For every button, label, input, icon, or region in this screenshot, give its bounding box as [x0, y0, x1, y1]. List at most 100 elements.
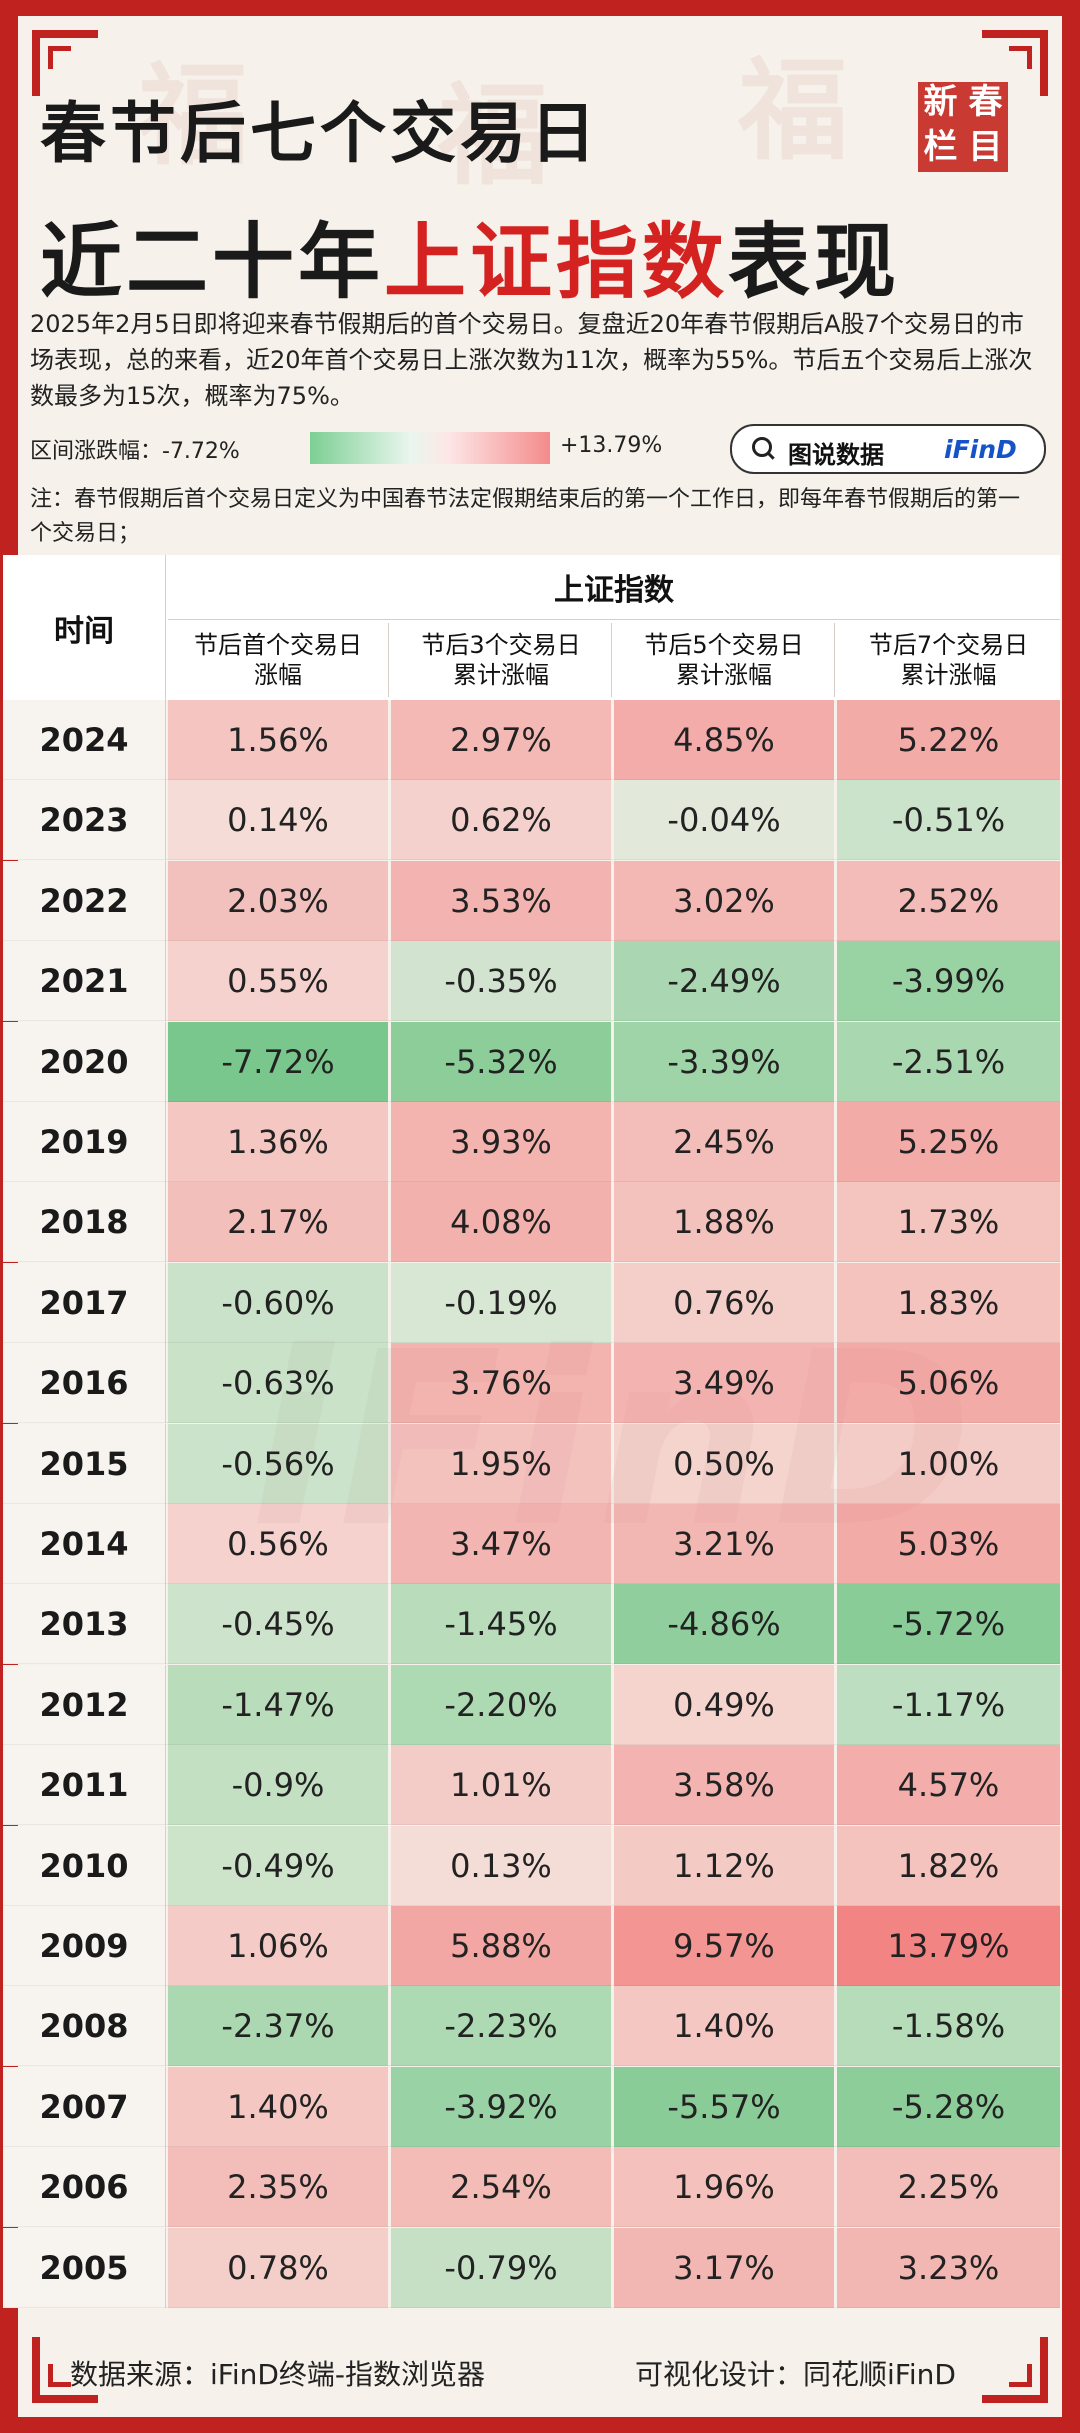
table-row: 2010 -0.49% 0.13% 1.12% 1.82%	[3, 1825, 1060, 1906]
decor-glyph: 福	[138, 51, 248, 180]
year-cell: 2015	[3, 1423, 166, 1504]
year-cell: 2016	[3, 1343, 166, 1424]
value-cell: 0.14%	[168, 780, 388, 861]
value-cell: 9.57%	[614, 1906, 834, 1986]
value-cell: 3.58%	[614, 1745, 834, 1826]
corner-ornament	[32, 2337, 98, 2403]
row-divider	[3, 1181, 1060, 1182]
year-cell: 2023	[3, 780, 166, 861]
value-cell: 1.82%	[837, 1825, 1060, 1906]
year-cell: 2006	[3, 2147, 166, 2228]
new-spring-stamp: 新 春 栏 目	[918, 82, 1008, 172]
value-cell: -2.20%	[391, 1664, 611, 1745]
table-row: 2009 1.06% 5.88% 9.57% 13.79%	[3, 1906, 1060, 1986]
stamp-char: 新	[923, 82, 958, 122]
value-cell: 2.52%	[837, 860, 1060, 941]
decor-glyph: 福	[738, 46, 848, 175]
value-cell: 3.93%	[391, 1102, 611, 1182]
table-row: 2007 1.40% -3.92% -5.57% -5.28%	[3, 2066, 1060, 2147]
value-cell: 3.17%	[614, 2227, 834, 2308]
value-cell: 1.96%	[614, 2147, 834, 2228]
table-row: 2005 0.78% -0.79% 3.17% 3.23%	[3, 2227, 1060, 2308]
row-divider	[3, 1341, 1060, 1343]
value-cell: 4.57%	[837, 1745, 1060, 1826]
year-cell: 2017	[3, 1262, 166, 1343]
table-row: 2012 -1.47% -2.20% 0.49% -1.17%	[3, 1664, 1060, 1745]
value-cell: 1.40%	[168, 2066, 388, 2147]
value-cell: 1.40%	[614, 1986, 834, 2067]
value-cell: -0.60%	[168, 1262, 388, 1343]
value-cell: 3.02%	[614, 860, 834, 941]
value-cell: 0.76%	[614, 1262, 834, 1343]
search-pill[interactable]: 图说数据 iFinD	[730, 424, 1046, 474]
value-cell: 2.45%	[614, 1102, 834, 1182]
value-cell: 1.95%	[391, 1423, 611, 1504]
value-cell: -3.39%	[614, 1021, 834, 1102]
row-divider	[3, 1824, 1060, 1826]
search-text: 图说数据	[788, 441, 884, 469]
column-header-line: 累计涨幅	[453, 661, 549, 689]
value-cell: 0.50%	[614, 1423, 834, 1504]
row-divider	[3, 1502, 1060, 1504]
value-cell: -3.99%	[837, 941, 1060, 1022]
value-cell: 13.79%	[837, 1906, 1060, 1986]
year-cell: 2005	[3, 2227, 166, 2308]
row-divider	[3, 1583, 1060, 1584]
value-cell: 5.22%	[837, 700, 1060, 780]
value-cell: 0.13%	[391, 1825, 611, 1906]
value-cell: -5.72%	[837, 1584, 1060, 1665]
table-header: 时间 上证指数 节后首个交易日 涨幅 节后3个交易日 累计涨幅 节后5个交易日 累计涨…	[3, 555, 1060, 700]
year-cell: 2010	[3, 1825, 166, 1906]
table-row: 2021 0.55% -0.35% -2.49% -3.99%	[3, 941, 1060, 1022]
title-suffix: 表现	[728, 215, 901, 310]
ifind-logo: iFinD	[944, 435, 1017, 464]
value-cell: 3.21%	[614, 1504, 834, 1584]
value-cell: -2.23%	[391, 1986, 611, 2067]
value-cell: -1.58%	[837, 1986, 1060, 2067]
year-cell: 2020	[3, 1021, 166, 1102]
stamp-char: 目	[968, 127, 1003, 167]
table-row: 2014 0.56% 3.47% 3.21% 5.03%	[3, 1504, 1060, 1584]
corner-ornament	[982, 2337, 1048, 2403]
column-header-line: 累计涨幅	[676, 661, 772, 689]
value-cell: 1.06%	[168, 1906, 388, 1986]
table-row: 2018 2.17% 4.08% 1.88% 1.73%	[3, 1182, 1060, 1263]
value-cell: -0.51%	[837, 780, 1060, 861]
value-cell: 4.08%	[391, 1182, 611, 1263]
value-cell: 2.97%	[391, 700, 611, 780]
title-highlight: 上证指数	[384, 215, 729, 310]
table-row: 2011 -0.9% 1.01% 3.58% 4.57%	[3, 1745, 1060, 1826]
footer-design: 可视化设计：同花顺iFinD	[635, 2358, 956, 2391]
column-header-1: 节后首个交易日 涨幅	[168, 623, 389, 697]
value-cell: -0.45%	[168, 1584, 388, 1665]
table-row: 2013 -0.45% -1.45% -4.86% -5.72%	[3, 1584, 1060, 1665]
value-cell: -5.28%	[837, 2066, 1060, 2147]
value-cell: 2.17%	[168, 1182, 388, 1263]
value-cell: 1.01%	[391, 1745, 611, 1826]
table-row: 2015 -0.56% 1.95% 0.50% 1.00%	[3, 1423, 1060, 1504]
row-divider	[3, 2306, 1060, 2308]
year-cell: 2013	[3, 1584, 166, 1665]
row-divider	[3, 1261, 1060, 1263]
value-cell: -0.04%	[614, 780, 834, 861]
value-cell: 0.49%	[614, 1664, 834, 1745]
value-cell: 5.25%	[837, 1102, 1060, 1182]
row-divider	[3, 859, 1060, 861]
row-divider	[3, 2065, 1060, 2067]
value-cell: 3.76%	[391, 1343, 611, 1424]
year-cell: 2019	[3, 1102, 166, 1182]
table-row: 2008 -2.37% -2.23% 1.40% -1.58%	[3, 1986, 1060, 2067]
value-cell: 1.12%	[614, 1825, 834, 1906]
value-cell: 5.88%	[391, 1906, 611, 1986]
poster-background: 福 福 福	[18, 16, 1062, 2417]
table-row: 2024 1.56% 2.97% 4.85% 5.22%	[3, 700, 1060, 780]
value-cell: 2.25%	[837, 2147, 1060, 2228]
value-cell: 1.36%	[168, 1102, 388, 1182]
value-cell: 1.73%	[837, 1182, 1060, 1263]
time-column-header: 时间	[3, 555, 166, 700]
title-line-1: 春节后七个交易日	[40, 95, 600, 172]
column-header-3: 节后5个交易日 累计涨幅	[614, 623, 835, 697]
value-cell: 1.00%	[837, 1423, 1060, 1504]
value-cell: 3.49%	[614, 1343, 834, 1424]
year-cell: 2022	[3, 860, 166, 941]
